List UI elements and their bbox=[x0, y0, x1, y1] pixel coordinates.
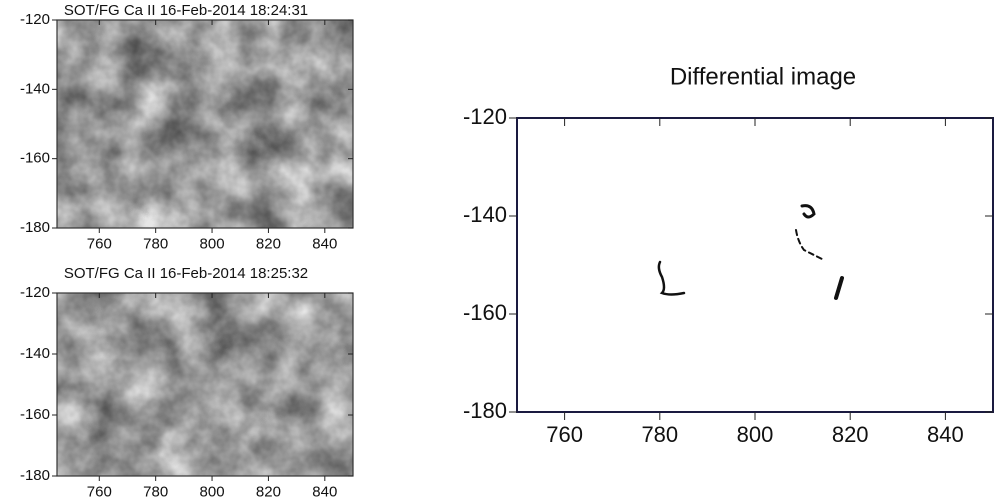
x-tick-label: 840 bbox=[312, 235, 337, 252]
y-tick-label: -120 bbox=[463, 104, 507, 129]
y-tick-label: -160 bbox=[463, 300, 507, 325]
y-tick-label: -140 bbox=[463, 202, 507, 227]
axes-frame bbox=[56, 19, 354, 229]
x-tick-label: 760 bbox=[87, 235, 112, 252]
y-tick-label: -160 bbox=[20, 150, 50, 167]
image-base bbox=[517, 118, 993, 412]
y-tick-label: -180 bbox=[463, 398, 507, 423]
y-tick-label: -160 bbox=[20, 406, 50, 423]
y-tick-label: -140 bbox=[20, 345, 50, 362]
image-texture bbox=[57, 20, 353, 228]
y-tick-label: -180 bbox=[20, 219, 50, 236]
y-tick-label: -120 bbox=[20, 284, 50, 301]
x-tick-label: 760 bbox=[87, 483, 112, 500]
panel-title: SOT/FG Ca II 16-Feb-2014 18:24:31 bbox=[64, 2, 308, 19]
panel-title: Differential image bbox=[670, 63, 856, 90]
x-tick-label: 840 bbox=[312, 483, 337, 500]
x-tick-label: 820 bbox=[256, 235, 281, 252]
x-tick-label: 800 bbox=[737, 422, 774, 447]
x-tick-label: 800 bbox=[200, 483, 225, 500]
x-tick-label: 820 bbox=[256, 483, 281, 500]
y-tick-label: -140 bbox=[20, 80, 50, 97]
x-tick-label: 840 bbox=[927, 422, 964, 447]
image-texture bbox=[57, 293, 353, 476]
x-tick-label: 780 bbox=[641, 422, 678, 447]
y-tick-label: -120 bbox=[20, 11, 50, 28]
x-tick-label: 760 bbox=[546, 422, 583, 447]
x-tick-label: 820 bbox=[832, 422, 869, 447]
difference-features bbox=[657, 204, 844, 300]
x-tick-label: 780 bbox=[143, 235, 168, 252]
y-tick-label: -180 bbox=[20, 467, 50, 484]
axes-frame bbox=[56, 292, 354, 477]
panel-title: SOT/FG Ca II 16-Feb-2014 18:25:32 bbox=[64, 265, 308, 282]
x-tick-label: 780 bbox=[143, 483, 168, 500]
x-tick-label: 800 bbox=[200, 235, 225, 252]
